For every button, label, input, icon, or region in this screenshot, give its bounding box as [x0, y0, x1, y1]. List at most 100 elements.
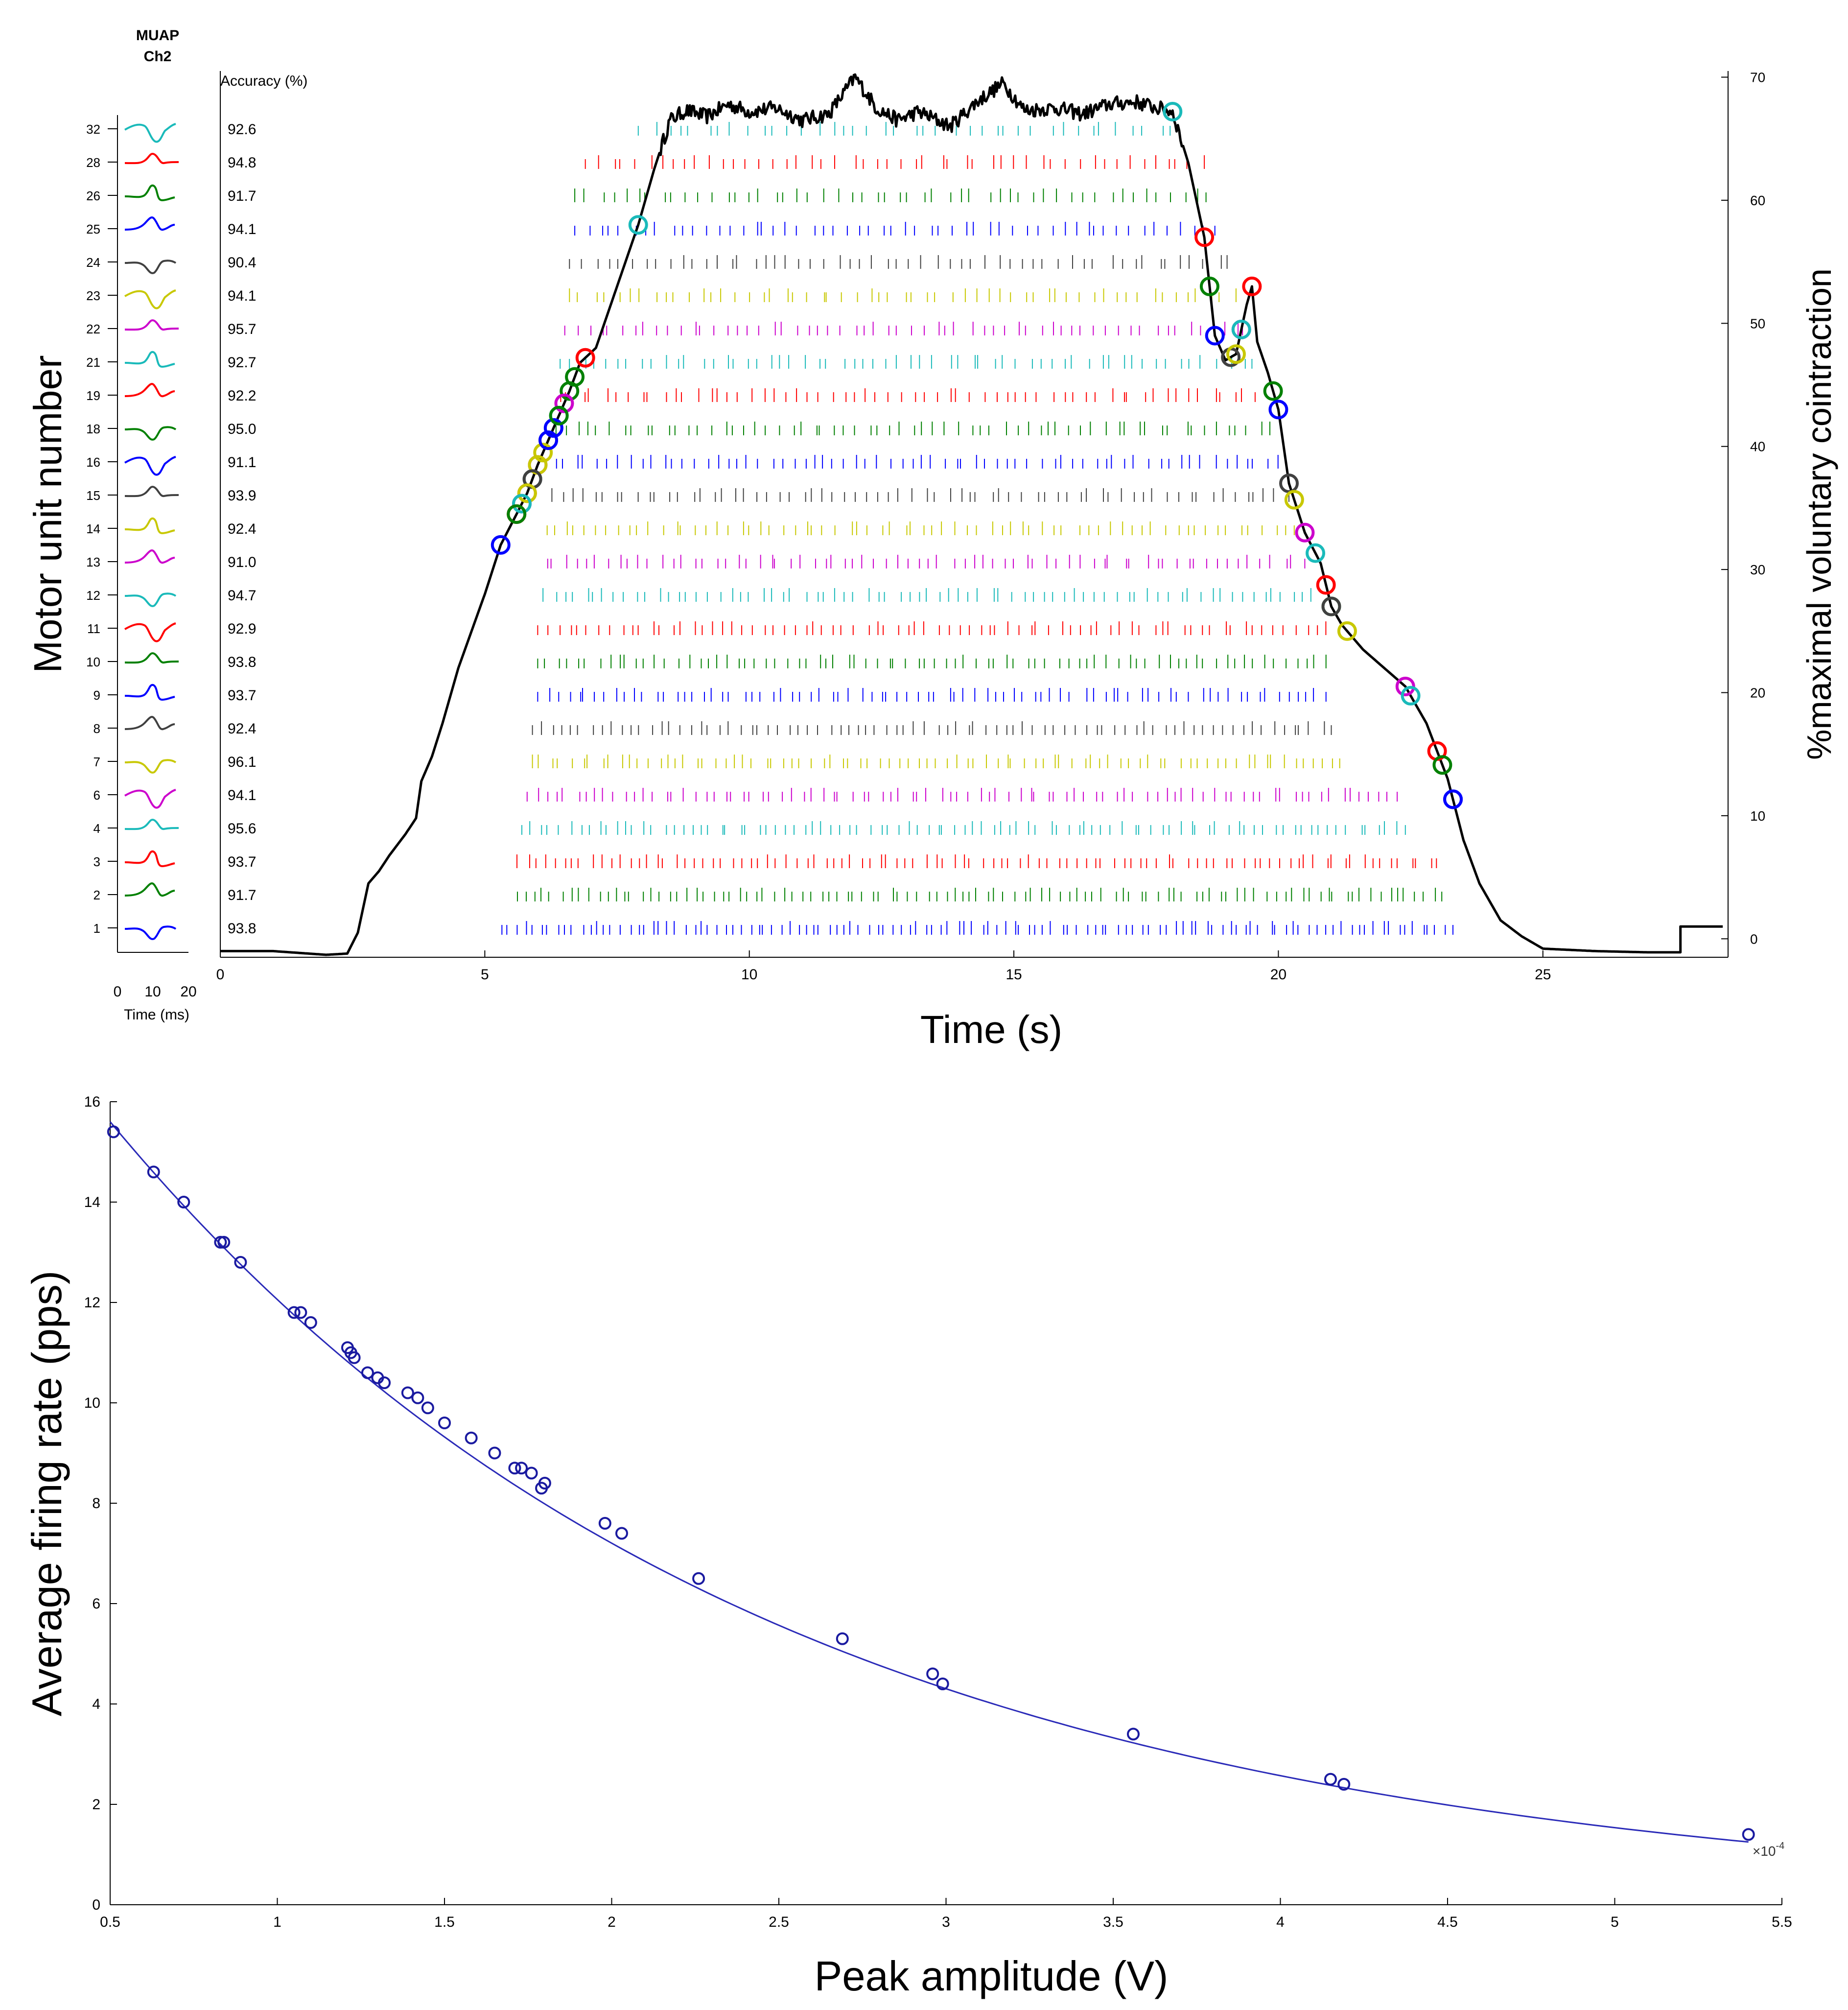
- accuracy-value: 91.7: [228, 887, 256, 903]
- scatter-point: [361, 1366, 374, 1379]
- recruitment-circle: [517, 483, 537, 503]
- accuracy-value: 92.6: [228, 121, 256, 138]
- motor-unit-number: 10: [86, 655, 100, 669]
- bottom-x-tick-label: 0.5: [100, 1914, 120, 1930]
- spike-train: [574, 189, 1207, 202]
- bottom-x-tick-label: 1: [273, 1914, 281, 1930]
- scatter-point: [177, 1196, 190, 1208]
- scatter-point: [217, 1236, 231, 1249]
- recruitment-circle: [533, 443, 553, 463]
- motor-unit-row: 8 92.4: [94, 716, 1332, 737]
- force-trace: [220, 73, 1723, 956]
- scatter-point: [615, 1527, 628, 1540]
- scatter-point: [348, 1351, 361, 1364]
- derecruitment-circle: [1337, 621, 1357, 641]
- derecruitment-circle: [1443, 789, 1463, 809]
- bottom-y-tick-label: 6: [92, 1596, 100, 1612]
- scatter-point: [411, 1391, 424, 1404]
- muap-waveform: [124, 351, 175, 368]
- spike-train: [569, 255, 1228, 269]
- top-x-tick-label: 10: [741, 967, 757, 983]
- scatter-point: [525, 1466, 538, 1480]
- top-x-tick-label: 0: [216, 967, 225, 983]
- bottom-x-tick-label: 4: [1276, 1914, 1285, 1930]
- accuracy-value: 90.4: [228, 255, 256, 271]
- motor-unit-number: 14: [86, 521, 100, 536]
- accuracy-value: 91.0: [228, 554, 256, 570]
- motor-unit-number: 21: [86, 355, 100, 370]
- motor-unit-number: 22: [86, 322, 100, 336]
- motor-unit-number: 3: [94, 854, 100, 869]
- motor-unit-row: 13 91.0: [86, 549, 1306, 570]
- motor-unit-number: 26: [86, 189, 100, 203]
- accuracy-header: Accuracy (%): [220, 73, 307, 89]
- bottom-y-axis-label: Average firing rate (pps): [24, 1271, 70, 1716]
- motor-unit-row: 9 93.7: [94, 684, 1327, 704]
- accuracy-value: 94.1: [228, 221, 256, 237]
- recruitment-circle: [628, 215, 648, 235]
- motor-unit-row: 15 93.9: [86, 486, 1289, 504]
- spike-train: [516, 854, 1437, 868]
- recruitment-circle: [575, 348, 595, 368]
- spike-train: [501, 921, 1453, 935]
- spike-train: [532, 721, 1332, 735]
- bottom-x-tick-label: 2.5: [769, 1914, 789, 1930]
- motor-unit-number: 2: [94, 888, 100, 902]
- motor-unit-number: 18: [86, 422, 100, 436]
- accuracy-value: 93.8: [228, 654, 256, 670]
- derecruitment-circle: [1242, 276, 1262, 296]
- motor-unit-number: 24: [86, 255, 100, 270]
- accuracy-value: 92.7: [228, 355, 256, 371]
- accuracy-value: 94.8: [228, 155, 256, 171]
- scatter-point: [287, 1306, 301, 1319]
- motor-unit-number: 11: [87, 621, 100, 636]
- motor-unit-row: 19 92.2: [86, 383, 1256, 404]
- muap-time-tick-0: 0: [114, 984, 122, 1000]
- muap-waveform: [124, 216, 175, 231]
- motor-unit-row: 32 92.6: [86, 121, 1171, 143]
- spike-train: [555, 422, 1270, 435]
- recruitment-circle: [560, 381, 580, 401]
- derecruitment-circle: [1194, 227, 1215, 247]
- accuracy-value: 91.7: [228, 188, 256, 204]
- top-right-tick-label: 0: [1750, 931, 1758, 946]
- motor-unit-row: 14 92.4: [86, 517, 1295, 537]
- scatter-point: [1742, 1828, 1755, 1841]
- muap-channel: Ch2: [144, 48, 172, 65]
- spike-train: [542, 588, 1311, 602]
- bottom-x-tick-label: 3.5: [1103, 1914, 1123, 1930]
- scatter-point: [438, 1417, 451, 1429]
- muap-time-tick-10: 10: [144, 984, 161, 1000]
- top-axes: 0 5 10 15 20 25 0 10 20 30 40 50 60 70: [117, 70, 1765, 983]
- muap-waveform: [124, 383, 175, 398]
- muap-waveform: [124, 850, 175, 868]
- motor-unit-row: 2 91.7: [94, 882, 1443, 903]
- bottom-x-axis-label: Peak amplitude (V): [815, 1953, 1169, 2000]
- top-x-tick-label: 20: [1270, 967, 1287, 983]
- top-right-tick-label: 60: [1750, 193, 1765, 208]
- scatter-point: [515, 1462, 528, 1475]
- scatter-point: [378, 1376, 391, 1389]
- motor-unit-row: 4 95.6: [94, 819, 1406, 837]
- bottom-axes: 0.5 1 1.5 2 2.5 3 3.5 4 4.5 5 5.5 0 2 4 6 8 10 12 14 16: [84, 1094, 1792, 1930]
- bottom-x-tick-label: 4.5: [1437, 1914, 1458, 1930]
- scatter-point: [465, 1431, 478, 1444]
- derecruitment-circle: [1231, 319, 1251, 339]
- bottom-y-tick-label: 12: [84, 1295, 100, 1311]
- top-y-axis-label: Motor unit number: [26, 355, 70, 673]
- muap-waveform: [124, 684, 175, 701]
- derecruitment-circle: [1432, 755, 1452, 775]
- motor-unit-number: 16: [86, 455, 100, 470]
- muap-waveform: [124, 486, 179, 497]
- accuracy-value: 92.4: [228, 721, 256, 737]
- muap-waveform: [124, 184, 175, 202]
- derecruitment-circle: [1306, 543, 1326, 563]
- motor-unit-row: 25 94.1: [86, 216, 1216, 237]
- muap-time-tick-20: 20: [180, 984, 196, 1000]
- bottom-x-tick-label: 5: [1611, 1914, 1619, 1930]
- derecruitment-circle: [1263, 381, 1283, 401]
- spike-train: [526, 788, 1398, 802]
- x-exponent-label: ×10-4: [1753, 1841, 1784, 1859]
- spike-train: [560, 355, 1253, 369]
